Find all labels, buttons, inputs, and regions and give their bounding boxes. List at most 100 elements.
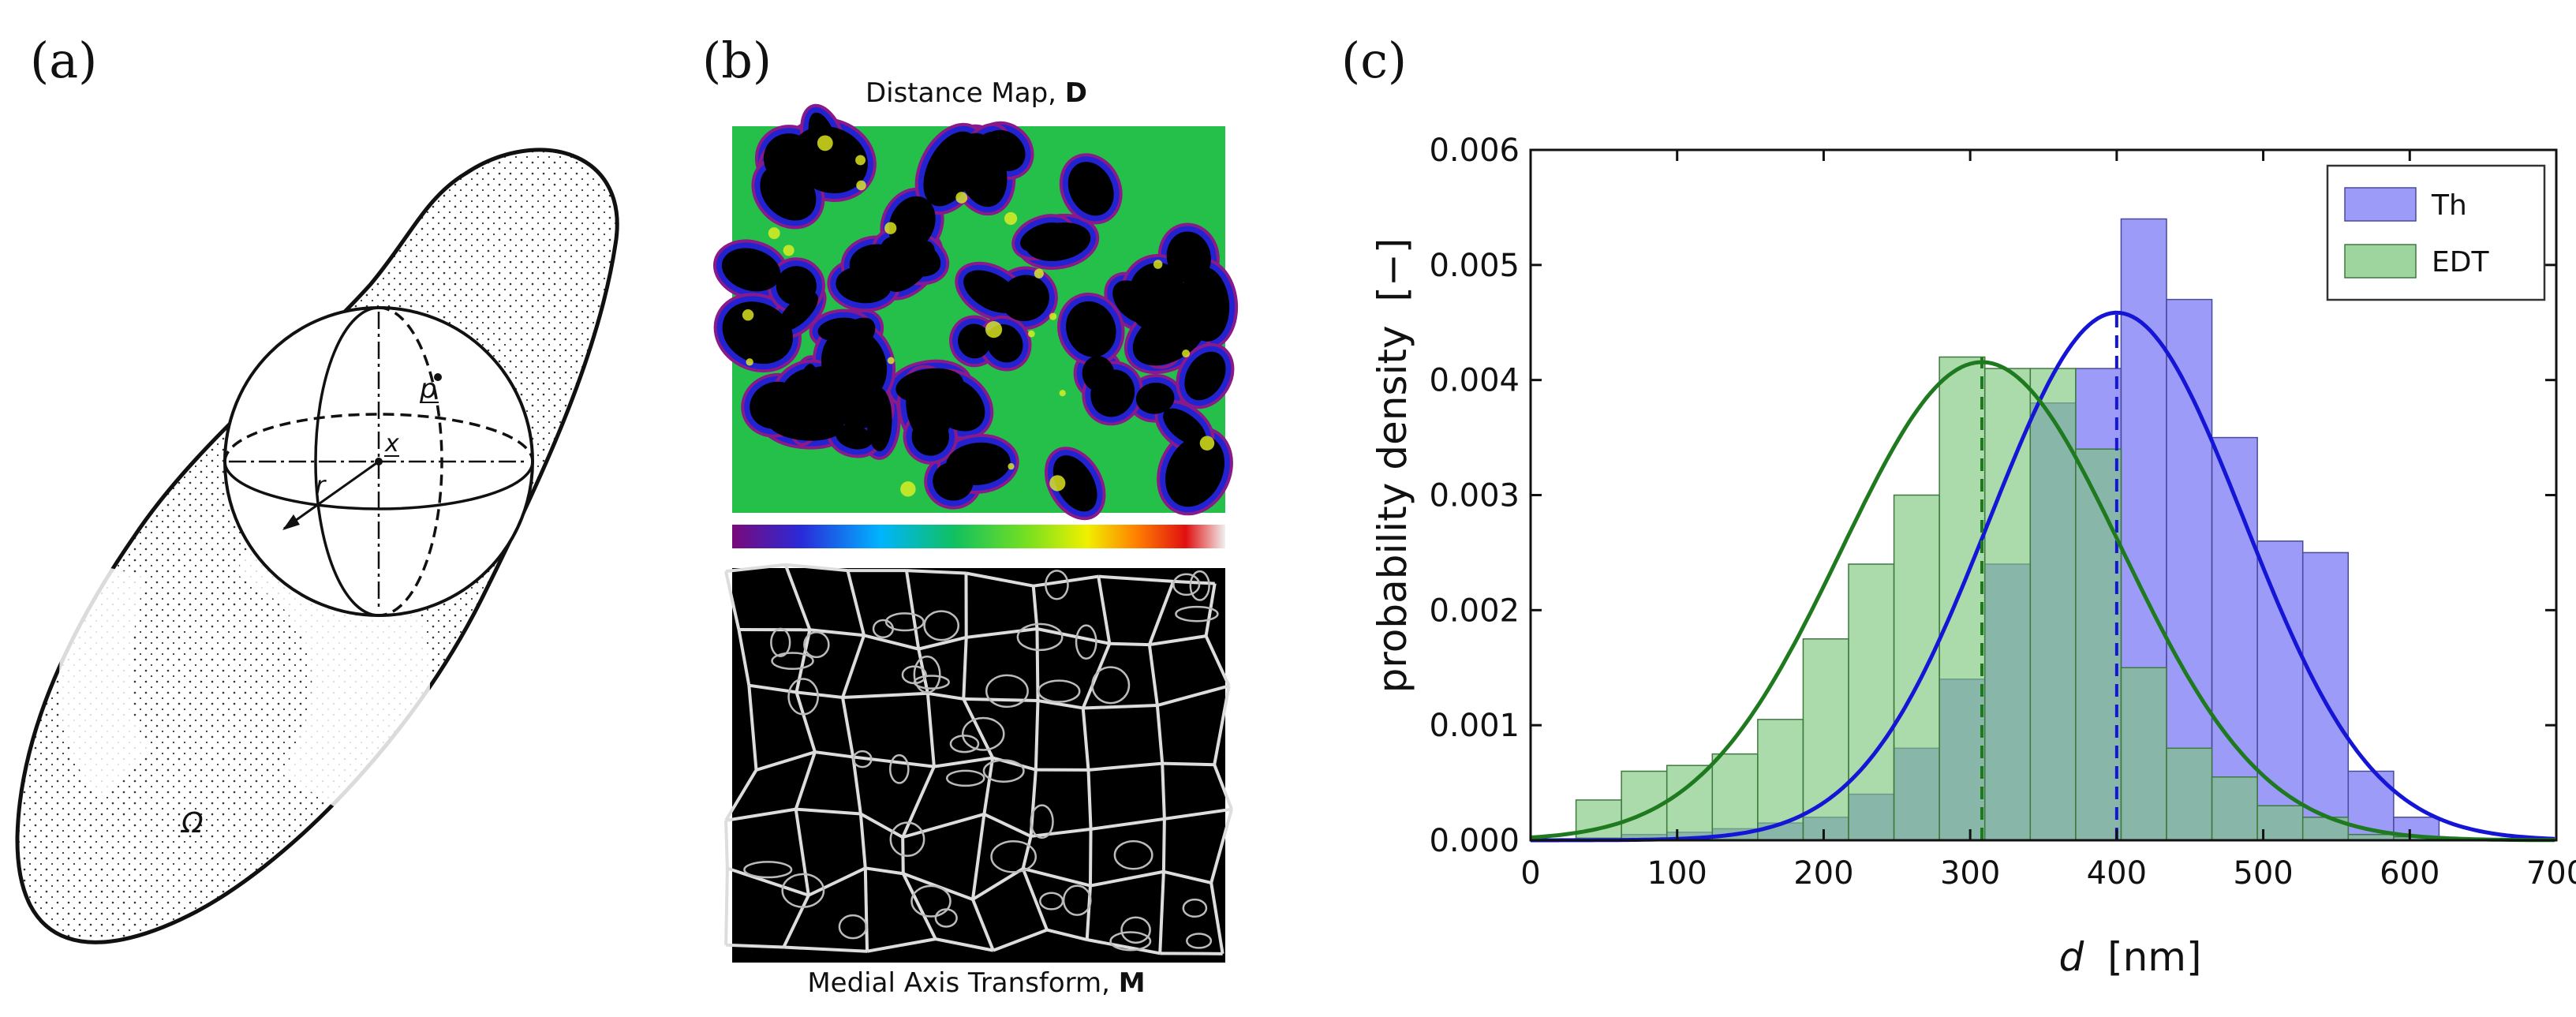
medial-axis-loop bbox=[787, 678, 819, 716]
distance-peak bbox=[783, 245, 794, 256]
bar-edt-6 bbox=[1848, 563, 1895, 841]
medial-axis-branch bbox=[846, 570, 866, 636]
distance-peak bbox=[1153, 260, 1163, 269]
medial-axis-branch bbox=[1031, 585, 1039, 630]
medial-axis-branch bbox=[724, 868, 729, 945]
medial-axis-loop bbox=[838, 914, 868, 940]
medial-axis-branch bbox=[725, 807, 797, 822]
bar-edt-8 bbox=[1939, 356, 1986, 841]
medial-axis-loop bbox=[1175, 605, 1219, 623]
medial-axis-branch bbox=[755, 750, 816, 772]
medial-axis-loop bbox=[923, 610, 959, 641]
medial-axis-branch bbox=[1082, 704, 1157, 710]
domain-sphere-illustration: p x r Ω bbox=[15, 148, 619, 944]
pore bbox=[958, 323, 991, 359]
medial-axis-branch bbox=[1088, 828, 1093, 886]
medial-axis-branch bbox=[935, 937, 994, 952]
distance-peak bbox=[768, 227, 780, 240]
medial-axis-loop bbox=[781, 873, 825, 908]
pore bbox=[1163, 408, 1206, 446]
medial-axis-branch bbox=[851, 757, 862, 814]
medial-axis-branch bbox=[783, 564, 812, 630]
medial-axis-branch bbox=[904, 570, 921, 649]
medial-axis-loop bbox=[949, 735, 980, 753]
medial-axis-loop bbox=[884, 612, 925, 632]
medial-axis-branch bbox=[724, 768, 758, 821]
label-r: r bbox=[316, 472, 327, 499]
x-axis-title-unit: [nm] bbox=[2107, 934, 2201, 980]
medial-axis-branch bbox=[901, 765, 936, 838]
medial-axis-branch bbox=[725, 563, 786, 574]
pore bbox=[1067, 162, 1114, 216]
medial-axis-branch bbox=[982, 757, 995, 815]
pore bbox=[923, 131, 979, 207]
y-tick-label: 0.001 bbox=[1429, 708, 1520, 744]
medial-axis-loop bbox=[945, 769, 985, 787]
medial-axis-branch bbox=[1163, 869, 1212, 884]
pore bbox=[880, 235, 941, 277]
x-tick-label: 500 bbox=[2233, 855, 2293, 892]
medial-axis-branch bbox=[794, 809, 810, 896]
fit-curve-edt bbox=[1530, 360, 2555, 843]
distance-peak bbox=[1004, 211, 1018, 226]
pore bbox=[1020, 222, 1066, 252]
distance-peak bbox=[1049, 312, 1057, 320]
medial-axis-branch bbox=[1086, 769, 1093, 829]
medial-axis-branch bbox=[966, 627, 1038, 639]
medial-axis-branch bbox=[727, 866, 809, 897]
bar-edt-13 bbox=[2166, 747, 2213, 841]
x-tick-label: 600 bbox=[2380, 855, 2440, 892]
distance-peak bbox=[1049, 475, 1066, 492]
medial-axis-branch bbox=[966, 571, 1034, 588]
medial-axis-branch bbox=[842, 691, 928, 700]
medial-axis-caption: Medial Axis Transform, M bbox=[730, 967, 1223, 999]
medial-axis-branch bbox=[841, 634, 866, 698]
medial-axis-branch bbox=[918, 635, 967, 651]
medial-axis-branch bbox=[809, 628, 865, 637]
pore bbox=[778, 292, 818, 331]
y-tick-label: 0.002 bbox=[1429, 593, 1520, 629]
medial-axis-loop bbox=[1045, 570, 1069, 600]
medial-axis-branch bbox=[1030, 827, 1091, 838]
medial-axis-loop bbox=[852, 750, 873, 768]
medial-axis-branch bbox=[858, 813, 867, 869]
distance-peak bbox=[817, 135, 833, 151]
medial-axis-branch bbox=[853, 755, 935, 768]
label-omega: Ω bbox=[180, 807, 204, 839]
medial-axis-branch bbox=[1209, 882, 1224, 955]
medial-axis-loop bbox=[1182, 898, 1208, 918]
pore bbox=[836, 424, 873, 450]
medial-axis-loop bbox=[1075, 624, 1097, 660]
bar-th-16 bbox=[2301, 551, 2350, 841]
medial-axis-branch bbox=[1090, 869, 1165, 888]
medial-axis-branch bbox=[1021, 836, 1033, 869]
medial-axis-branch bbox=[1173, 579, 1215, 585]
medial-axis-branch bbox=[1158, 871, 1165, 954]
medial-axis-loop bbox=[1109, 931, 1152, 952]
bar-edt-14 bbox=[2211, 776, 2258, 841]
medial-axis-branch bbox=[1038, 699, 1084, 710]
medial-axis-branch bbox=[814, 750, 854, 759]
medial-axis-branch bbox=[725, 943, 784, 949]
medial-axis-branch bbox=[863, 634, 919, 651]
medial-axis-branch bbox=[841, 697, 855, 757]
panel-label-c: (c) bbox=[1341, 32, 1408, 89]
medial-axis-branch bbox=[1081, 642, 1112, 709]
chart-legend: Th EDT bbox=[2326, 164, 2546, 301]
y-tick-label: 0.000 bbox=[1429, 823, 1520, 859]
medial-axis-branch bbox=[962, 637, 968, 699]
distance-map-caption: Distance Map, D bbox=[730, 77, 1223, 109]
legend-label-th: Th bbox=[2431, 189, 2467, 222]
medial-axis-branch bbox=[794, 629, 812, 693]
medial-axis-branch bbox=[723, 570, 741, 630]
pore bbox=[911, 417, 949, 456]
medial-axis-branch bbox=[925, 693, 936, 767]
medial-axis-branch bbox=[906, 569, 966, 575]
medial-axis-branch bbox=[1023, 866, 1091, 888]
pore bbox=[1135, 383, 1175, 414]
medial-axis-branch bbox=[902, 873, 937, 940]
distance-peak bbox=[900, 481, 916, 497]
x-tick-label: 100 bbox=[1647, 855, 1707, 892]
medial-axis-branch bbox=[1161, 818, 1166, 872]
y-axis-title-unit: [−] bbox=[1370, 238, 1415, 302]
